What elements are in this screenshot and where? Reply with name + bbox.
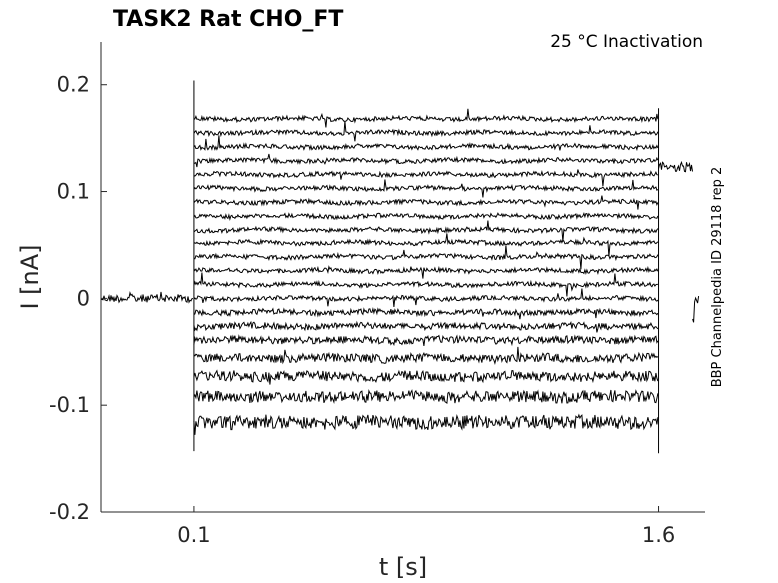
side-label: BBP Channelpedia ID 29118 rep 2: [710, 167, 725, 388]
trace-step-10: [193, 233, 659, 257]
trace-step-13: [193, 272, 658, 297]
y-ticks: -0.2 -0.1 0 0.1 0.2: [49, 73, 107, 524]
y-tick-label: -0.1: [49, 393, 90, 417]
trace-step-5: [193, 169, 658, 187]
y-axis-label: I [nA]: [16, 244, 44, 309]
y-tick-label: 0.1: [57, 180, 90, 204]
trace-step-4: [193, 153, 659, 168]
chart-title: TASK2 Rat CHO_FT: [113, 7, 343, 32]
trace-pre-step: [100, 291, 193, 304]
x-tick-label: 0.1: [177, 523, 210, 547]
trace-step-12: [193, 265, 659, 279]
chart-annotation: 25 °C Inactivation: [550, 32, 703, 52]
traces: [100, 80, 700, 454]
trace-step-17: [193, 334, 659, 347]
x-tick-label: 1.6: [642, 523, 675, 547]
x-ticks: 0.1 1.6: [177, 506, 675, 547]
trace-step-1: [193, 108, 659, 128]
y-tick-label: 0: [77, 286, 90, 310]
trace-step-6: [193, 179, 659, 198]
trace-step-11: [193, 245, 659, 270]
trace-step-19: [193, 369, 659, 385]
trace-step-16: [193, 320, 659, 333]
trace-step-9: [193, 220, 659, 242]
x-axis-label: t [s]: [379, 553, 427, 581]
trace-step-7: [193, 195, 659, 210]
trace-step-21: [193, 413, 659, 435]
trace-post-step: [658, 160, 693, 173]
trace-step-15: [193, 306, 659, 320]
trace-step-14: [193, 288, 659, 308]
y-tick-label: -0.2: [49, 500, 90, 524]
trace-step-2: [193, 120, 659, 142]
trace-step-8: [193, 212, 659, 221]
trace-tail: [692, 296, 700, 323]
trace-step-18: [193, 346, 659, 365]
y-tick-label: 0.2: [57, 73, 90, 97]
trace-step-3: [193, 135, 659, 152]
trace-step-20: [193, 389, 659, 404]
